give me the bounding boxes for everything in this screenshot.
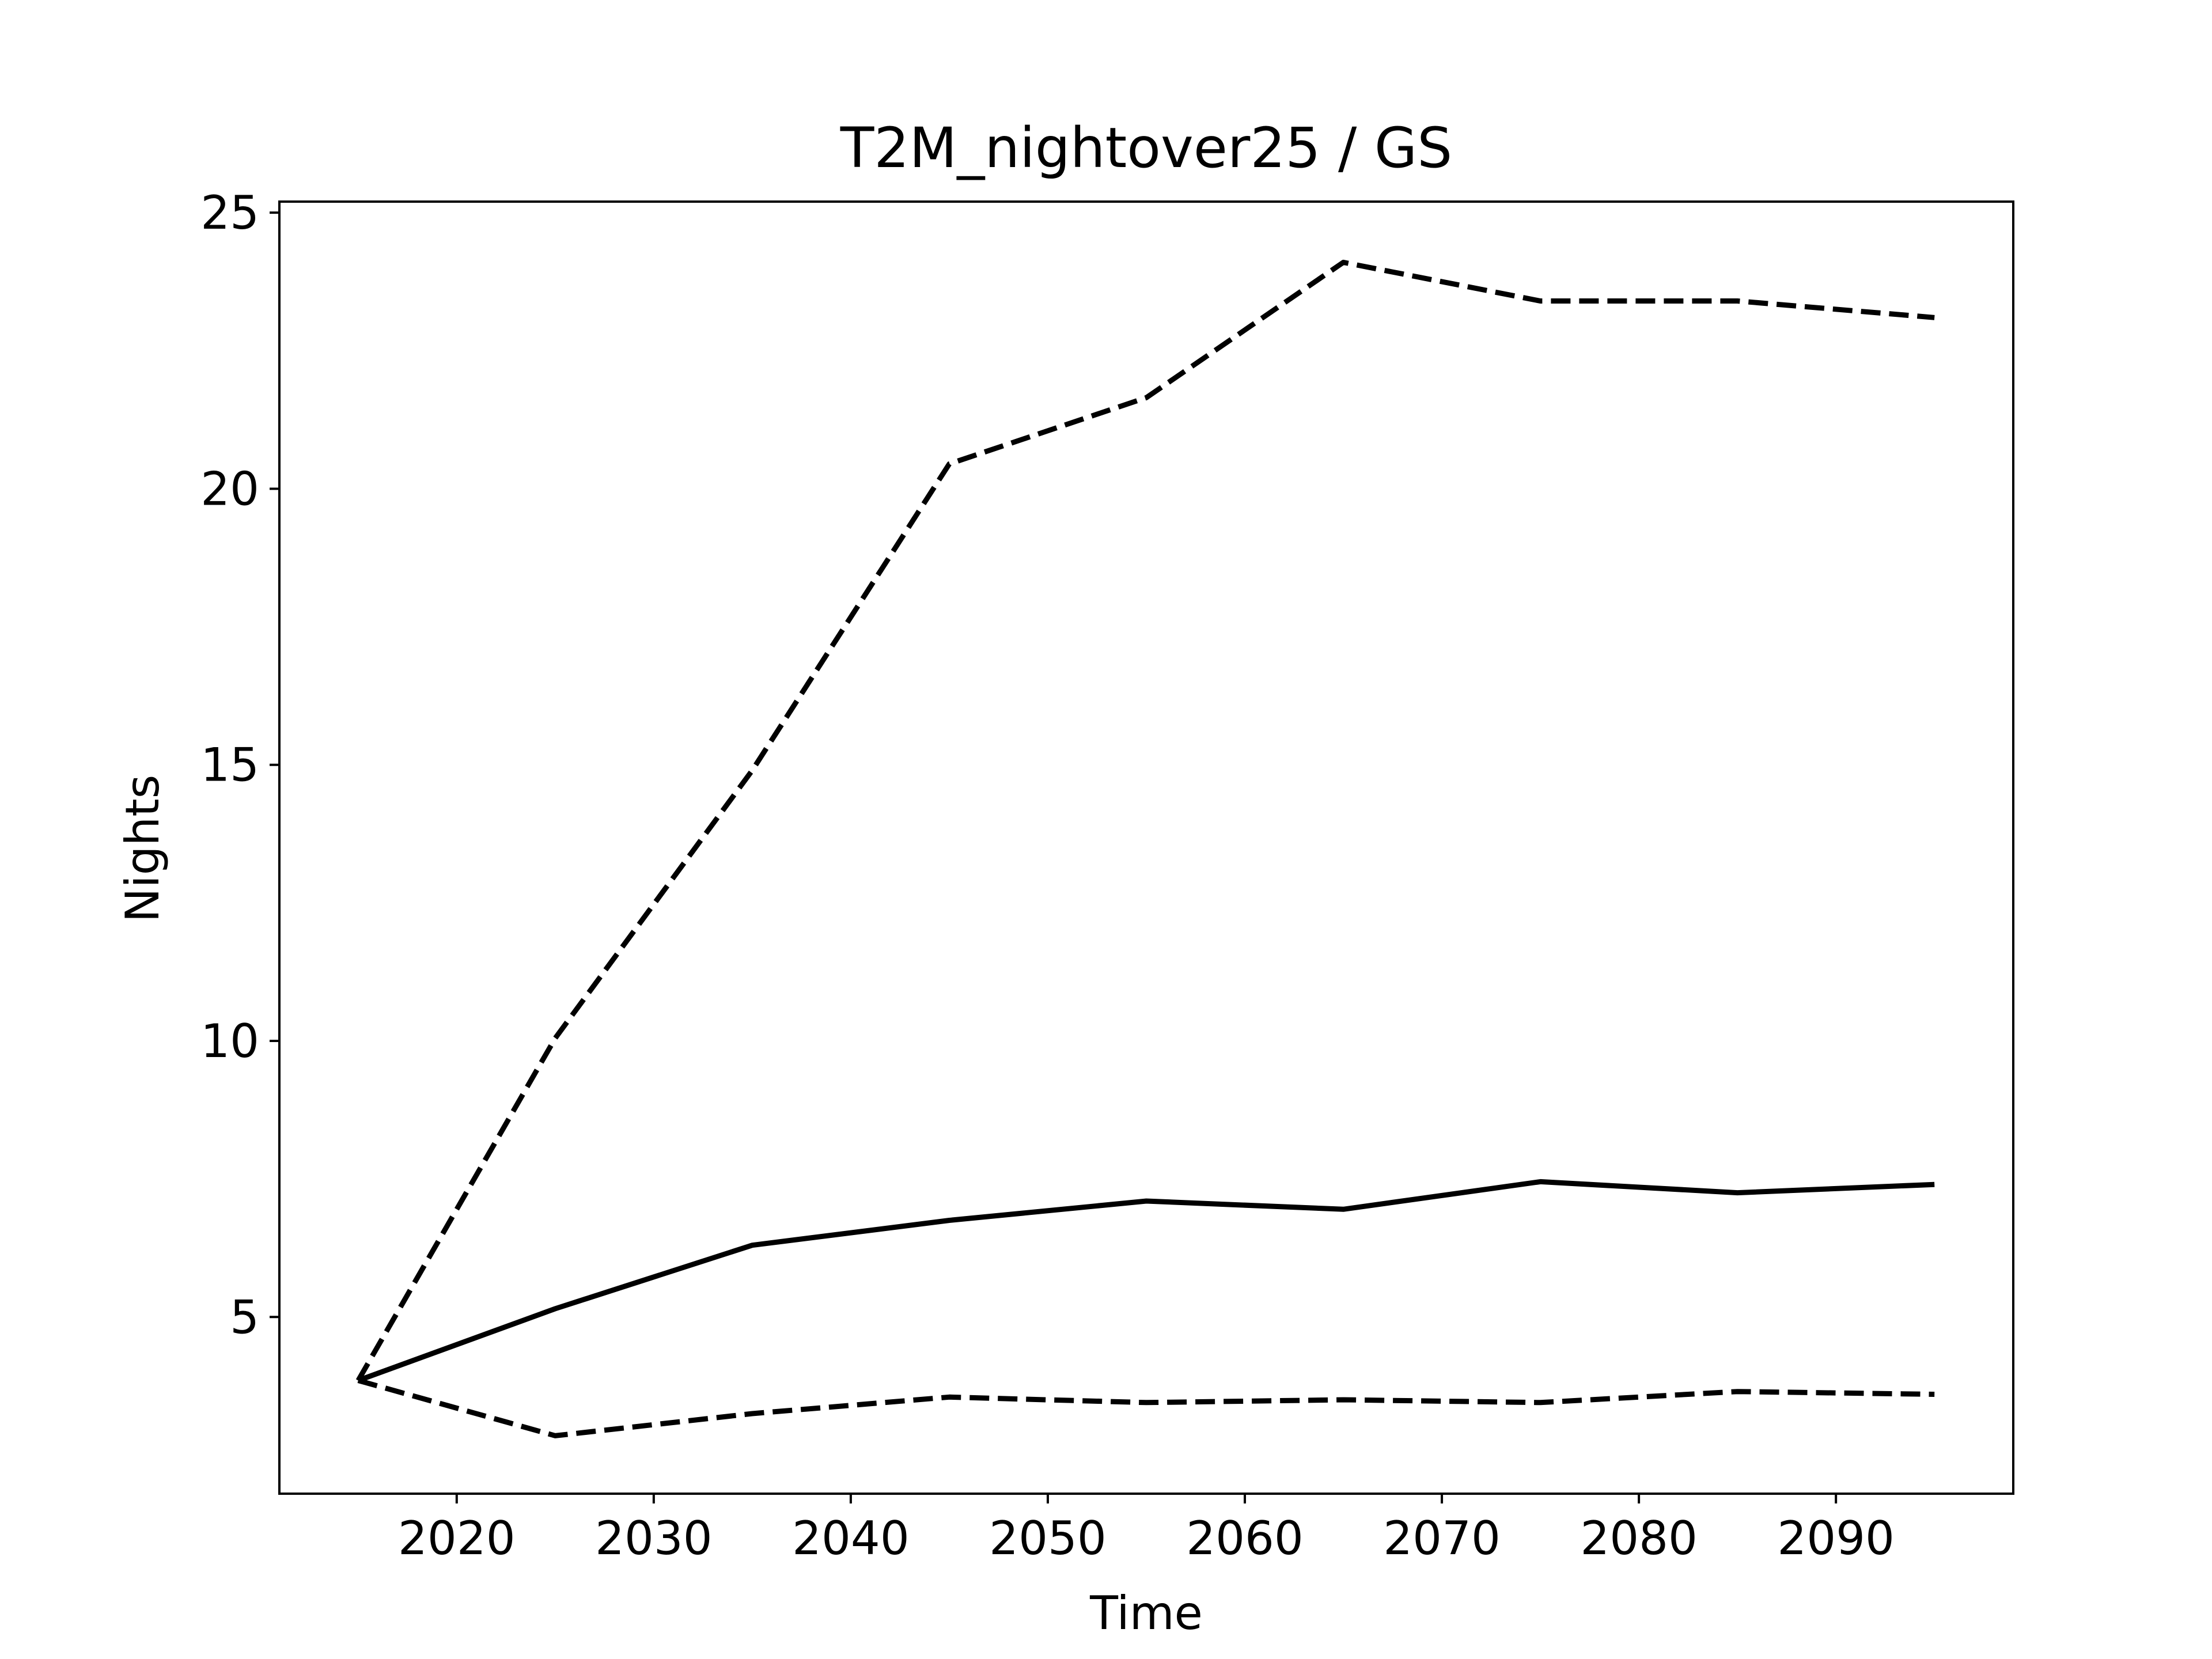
y-tick-label: 5	[230, 1290, 259, 1344]
x-tick-label: 2030	[595, 1512, 713, 1565]
x-axis-ticks: 2020 2030 2040 2050 2060 2070 2080 2090	[398, 1494, 1895, 1565]
y-tick-label: 15	[200, 738, 259, 792]
x-tick-label: 2090	[1777, 1512, 1895, 1565]
x-tick-label: 2080	[1580, 1512, 1698, 1565]
chart-title: T2M_nightover25 / GS	[840, 116, 1452, 180]
y-tick-label: 20	[200, 462, 259, 516]
y-axis-ticks: 5 10 15 20 25	[200, 186, 279, 1344]
plot-frame	[278, 200, 2014, 1495]
median-line	[357, 1179, 1935, 1383]
lower-bound-line	[357, 1378, 1935, 1438]
y-axis-label: Nights	[116, 775, 169, 923]
y-tick-label: 25	[200, 186, 259, 240]
upper-bound-line	[355, 259, 1935, 1382]
series-group	[355, 259, 1935, 1438]
x-tick-label: 2050	[989, 1512, 1107, 1565]
x-tick-label: 2040	[792, 1512, 910, 1565]
x-tick-label: 2060	[1186, 1512, 1304, 1565]
x-tick-label: 2020	[398, 1512, 516, 1565]
x-tick-label: 2070	[1383, 1512, 1501, 1565]
x-axis-label: Time	[1089, 1586, 1203, 1640]
y-tick-label: 10	[200, 1014, 259, 1068]
